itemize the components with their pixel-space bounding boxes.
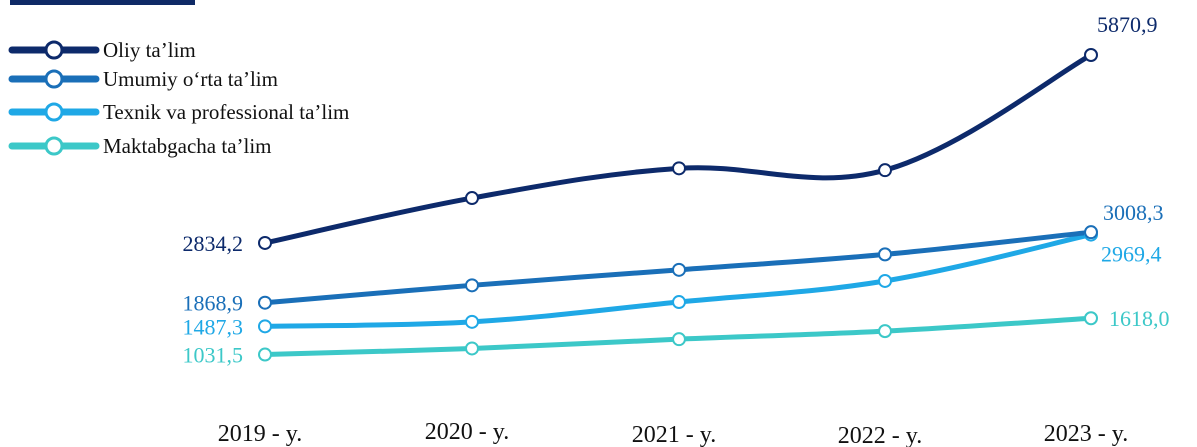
data-point [672, 295, 686, 310]
legend-item: Maktabgacha ta’lim [8, 134, 272, 158]
legend-label: Oliy ta’lim [103, 38, 196, 62]
legend-item: Umumiy o‘rta ta’lim [8, 67, 278, 91]
data-point [465, 278, 479, 293]
data-point [878, 273, 892, 288]
x-tick-label: 2019 - y. [218, 421, 302, 447]
data-label: 3008,3 [1103, 200, 1164, 225]
data-point [258, 235, 272, 250]
data-label: 1618,0 [1109, 306, 1170, 331]
x-tick-label: 2021 - y. [632, 422, 716, 447]
data-label: 1487,3 [183, 314, 244, 339]
title-fragment-bar [10, 0, 195, 5]
legend-label: Maktabgacha ta’lim [103, 134, 272, 158]
data-point [258, 319, 272, 334]
legend-item: Oliy ta’lim [8, 38, 196, 62]
data-point [672, 161, 686, 176]
x-axis-labels: 2019 - y. 2020 - y. 2021 - y. 2022 - y. 2023… [218, 419, 1128, 447]
data-point [1084, 47, 1098, 62]
data-point [465, 314, 479, 329]
data-label: 2834,2 [183, 231, 244, 256]
data-point [878, 163, 892, 178]
data-point [258, 295, 272, 310]
series-lines [262, 52, 1094, 358]
data-label: 1868,9 [183, 291, 244, 316]
legend-label: Umumiy o‘rta ta’lim [103, 67, 278, 91]
data-point [878, 247, 892, 262]
value-labels: 2834,2 5870,9 1868,9 3008,3 1487,3 2969,4 1031… [183, 12, 1170, 368]
legend-marker [44, 102, 64, 122]
data-point [465, 341, 479, 356]
data-point [465, 191, 479, 206]
x-tick-label: 2020 - y. [425, 419, 509, 445]
data-label: 2969,4 [1101, 242, 1162, 267]
data-point [672, 262, 686, 277]
data-point [672, 332, 686, 347]
legend-marker [44, 40, 64, 60]
data-label: 5870,9 [1097, 12, 1158, 37]
data-point [258, 347, 272, 362]
legend-marker [44, 136, 64, 156]
x-tick-label: 2022 - y. [838, 423, 922, 447]
legend-marker [44, 69, 64, 89]
data-point [1084, 225, 1098, 240]
legend: Oliy ta’lim Umumiy o‘rta ta’lim Texnik va … [8, 38, 349, 158]
legend-label: Texnik va professional ta’lim [103, 100, 349, 124]
series-line-0 [262, 52, 1094, 246]
data-point [878, 324, 892, 339]
legend-item: Texnik va professional ta’lim [8, 100, 349, 124]
data-point [1084, 311, 1098, 326]
series-points [258, 47, 1098, 362]
data-label: 1031,5 [183, 343, 244, 368]
x-tick-label: 2023 - y. [1044, 421, 1128, 447]
